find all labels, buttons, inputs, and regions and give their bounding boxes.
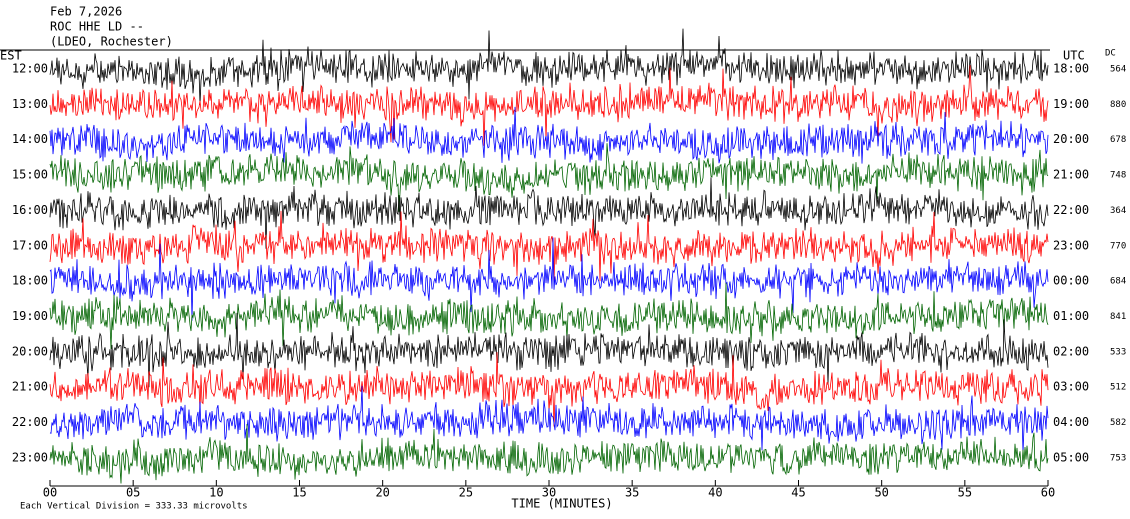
dc-value: 582: [1110, 418, 1126, 428]
est-time: 14:00: [12, 132, 48, 146]
dc-value: 753: [1110, 453, 1126, 463]
x-axis-title: TIME (MINUTES): [511, 497, 612, 511]
trace: [49, 177, 1049, 249]
utc-time: 05:00: [1053, 450, 1089, 464]
dc-value: 512: [1110, 383, 1126, 393]
x-tick-label: 45: [791, 486, 805, 500]
dc-value: 880: [1110, 100, 1126, 110]
dc-value: 684: [1110, 277, 1126, 287]
network: (LDEO, Rochester): [50, 35, 173, 49]
x-tick-label: 60: [1041, 486, 1055, 500]
x-tick-label: 20: [375, 486, 389, 500]
date: Feb 7,2026: [50, 5, 122, 19]
dc-value: 364: [1110, 206, 1126, 216]
est-time: 12:00: [12, 62, 48, 76]
x-tick-label: 50: [874, 486, 888, 500]
utc-time: 23:00: [1053, 238, 1089, 252]
dc-value: 533: [1110, 347, 1126, 357]
dc-value: 564: [1110, 65, 1126, 75]
est-time: 15:00: [12, 168, 48, 182]
est-time: 17:00: [12, 238, 48, 252]
trace: [49, 28, 1049, 106]
x-tick-label: 00: [43, 486, 57, 500]
dc-value: 748: [1110, 171, 1126, 181]
x-tick-label: 15: [292, 486, 306, 500]
x-tick-label: 30: [542, 486, 556, 500]
dc-value: 678: [1110, 135, 1126, 145]
utc-time: 22:00: [1053, 203, 1089, 217]
traces: [49, 28, 1049, 484]
dc-value: 841: [1110, 312, 1126, 322]
est-time: 18:00: [12, 274, 48, 288]
utc-label: UTC: [1063, 49, 1085, 63]
trace: [49, 237, 1049, 321]
trace: [49, 65, 1049, 146]
x-tick-label: 40: [708, 486, 722, 500]
utc-time: 02:00: [1053, 344, 1089, 358]
dc-value: 770: [1110, 241, 1126, 251]
x-tick-label: 10: [209, 486, 223, 500]
utc-time: 04:00: [1053, 415, 1089, 429]
trace: [49, 282, 1049, 350]
utc-time: 18:00: [1053, 62, 1089, 76]
trace: [49, 106, 1049, 164]
x-tick-label: 55: [958, 486, 972, 500]
est-time: 20:00: [12, 344, 48, 358]
est-time: 23:00: [12, 450, 48, 464]
dc-label: DC: [1105, 49, 1116, 59]
est-time: 22:00: [12, 415, 48, 429]
x-tick-label: 35: [625, 486, 639, 500]
utc-time: 03:00: [1053, 380, 1089, 394]
x-tick-label: 05: [126, 486, 140, 500]
utc-time: 21:00: [1053, 168, 1089, 182]
station: ROC HHE LD --: [50, 20, 144, 34]
trace: [49, 312, 1049, 388]
trace: [49, 210, 1049, 286]
utc-time: 00:00: [1053, 274, 1089, 288]
trace: [49, 143, 1049, 212]
est-time: 13:00: [12, 97, 48, 111]
utc-time: 20:00: [1053, 132, 1089, 146]
x-tick-label: 25: [459, 486, 473, 500]
trace: [49, 423, 1049, 484]
utc-time: 01:00: [1053, 309, 1089, 323]
trace: [49, 385, 1049, 453]
est-time: 21:00: [12, 380, 48, 394]
scale-note: Each Vertical Division = 333.33 microvol…: [20, 502, 248, 512]
est-time: 19:00: [12, 309, 48, 323]
est-time: 16:00: [12, 203, 48, 217]
utc-time: 19:00: [1053, 97, 1089, 111]
est-label: EST: [0, 49, 22, 63]
